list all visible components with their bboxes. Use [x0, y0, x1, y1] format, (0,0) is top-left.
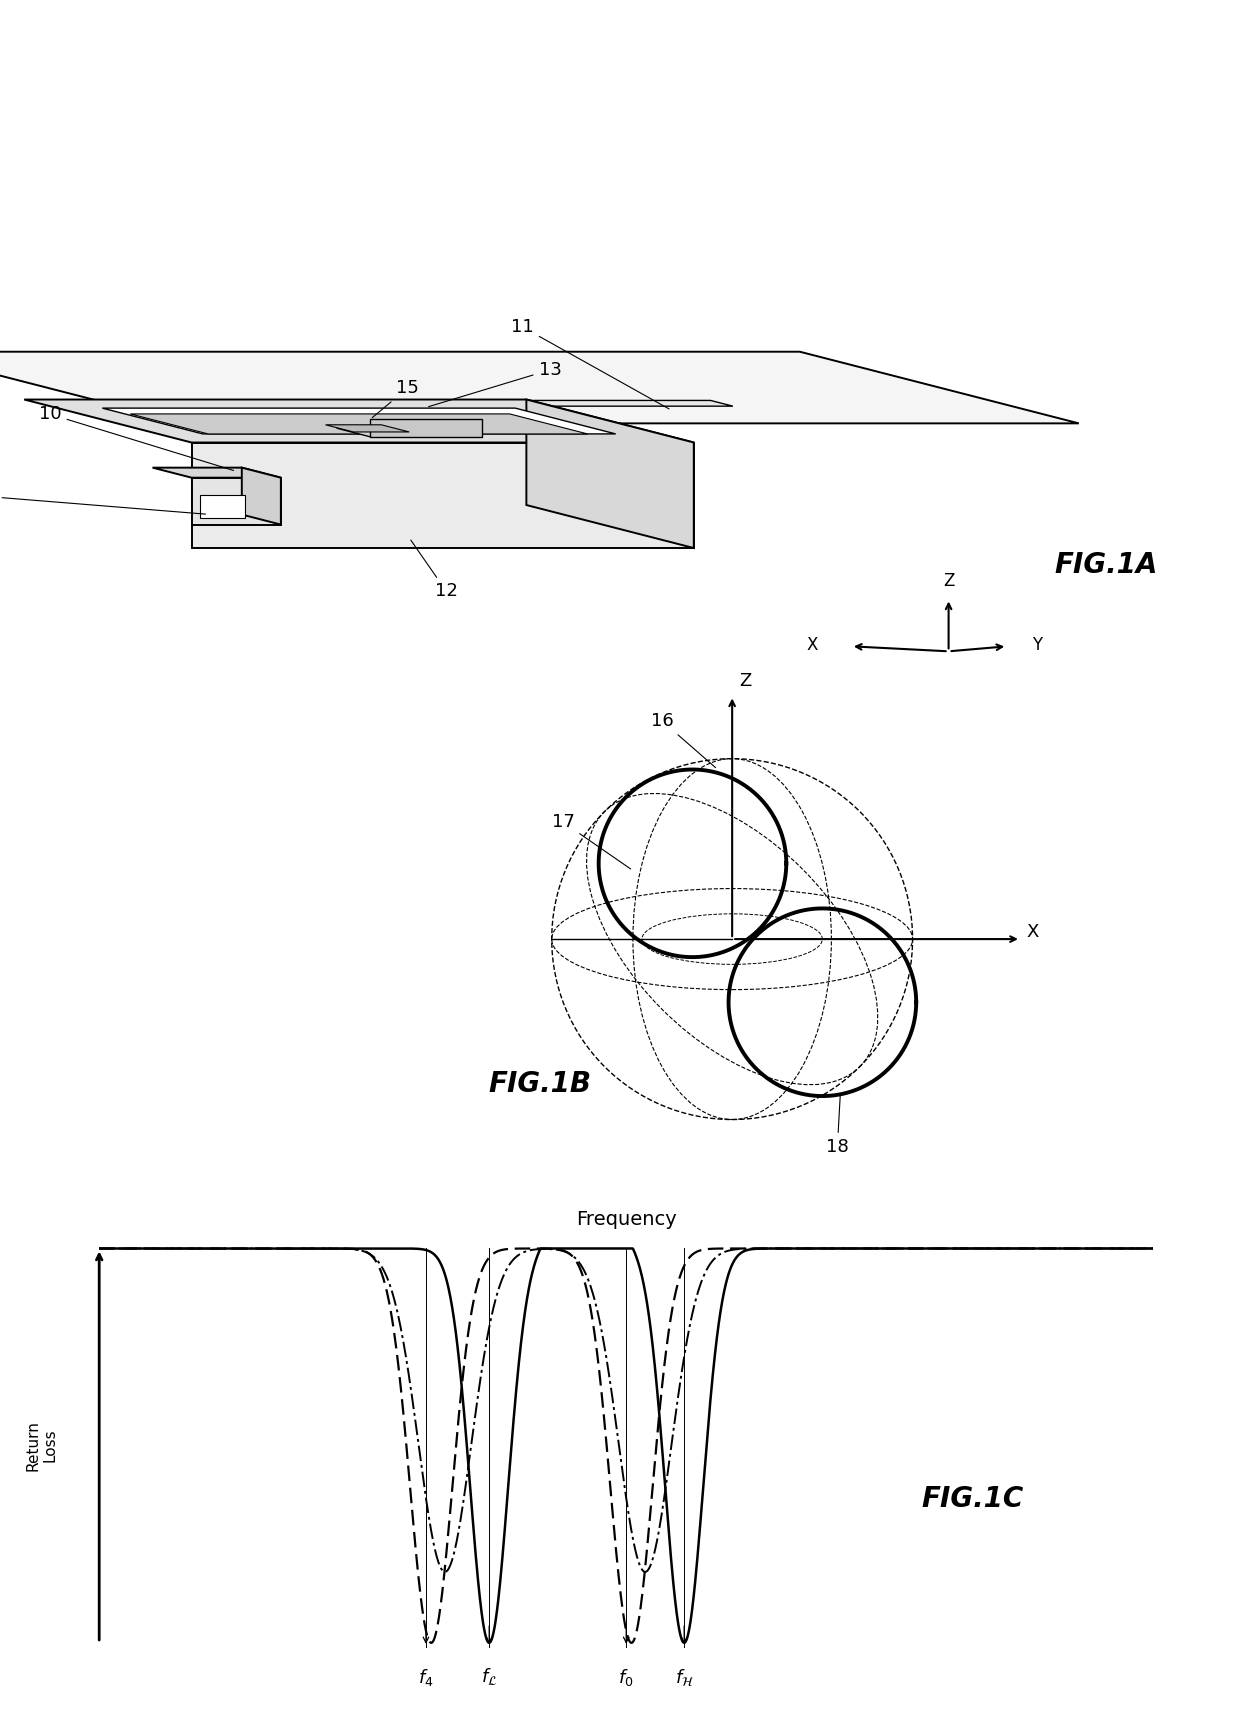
Text: $f_{\mathcal{L}}$: $f_{\mathcal{L}}$ — [481, 1666, 497, 1687]
Polygon shape — [487, 401, 733, 406]
Text: Return
Loss: Return Loss — [25, 1421, 57, 1471]
Polygon shape — [200, 495, 244, 518]
Text: Y: Y — [1033, 636, 1043, 655]
Polygon shape — [191, 442, 694, 548]
Polygon shape — [25, 399, 694, 442]
Polygon shape — [191, 478, 280, 524]
Polygon shape — [0, 351, 1079, 423]
Polygon shape — [102, 408, 616, 434]
Text: 16: 16 — [651, 713, 715, 768]
Polygon shape — [130, 413, 588, 434]
Text: $f_0$: $f_0$ — [619, 1666, 634, 1688]
Text: 13: 13 — [429, 362, 562, 406]
Text: Z: Z — [739, 672, 751, 691]
Polygon shape — [370, 420, 481, 437]
Polygon shape — [242, 468, 280, 524]
Text: FIG.1A: FIG.1A — [1054, 552, 1157, 579]
Text: $f_4$: $f_4$ — [418, 1666, 434, 1688]
Text: $f_{\mathcal{H}}$: $f_{\mathcal{H}}$ — [675, 1666, 693, 1688]
Text: 14: 14 — [0, 487, 206, 514]
Text: X: X — [806, 636, 818, 655]
Polygon shape — [336, 428, 481, 437]
Text: X: X — [1027, 922, 1039, 941]
Polygon shape — [325, 425, 409, 432]
Text: 10: 10 — [38, 405, 233, 470]
Text: 17: 17 — [552, 812, 631, 869]
Text: Frequency: Frequency — [575, 1210, 677, 1229]
Polygon shape — [527, 399, 694, 548]
Polygon shape — [153, 468, 280, 478]
Text: Z: Z — [942, 572, 955, 590]
Text: 18: 18 — [826, 1095, 848, 1155]
Text: FIG.1B: FIG.1B — [489, 1071, 591, 1099]
Text: 11: 11 — [511, 319, 670, 410]
Text: FIG.1C: FIG.1C — [921, 1484, 1023, 1513]
Text: 15: 15 — [372, 379, 419, 418]
Text: 12: 12 — [410, 540, 458, 600]
